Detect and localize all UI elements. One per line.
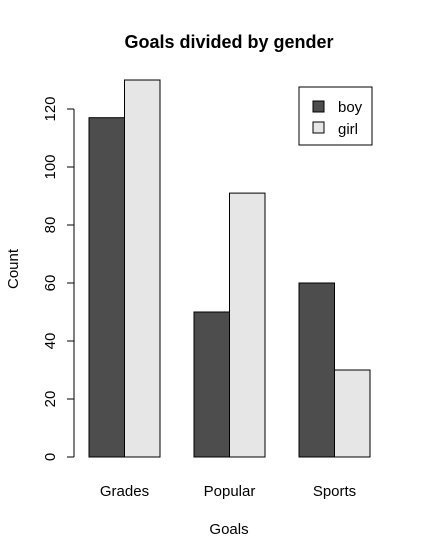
chart-title: Goals divided by gender [124, 32, 333, 52]
bars [88, 79, 371, 458]
y-tick-label: 40 [42, 333, 59, 350]
y-tick-label: 80 [42, 217, 59, 234]
legend-swatch-boy [312, 100, 325, 113]
x-axis-label: Goals [209, 521, 248, 538]
x-tick-label-grades: Grades [100, 483, 149, 500]
y-tick-label: 20 [42, 391, 59, 408]
y-axis-label: Count [5, 248, 22, 289]
x-tick-labels: Grades Popular Sports [100, 483, 356, 500]
y-axis: 0 20 40 60 80 100 120 [42, 96, 75, 461]
legend-swatch-girl [312, 121, 325, 134]
legend-label-girl: girl [338, 121, 358, 138]
x-tick-label-popular: Popular [204, 483, 256, 500]
y-tick-label: 100 [42, 154, 59, 179]
y-tick-label: 0 [42, 453, 59, 461]
bar-sports-boy [298, 282, 335, 458]
y-tick-label: 60 [42, 275, 59, 292]
bar-sports-girl [334, 369, 371, 458]
y-tick-label: 120 [42, 96, 59, 121]
bar-grades-girl [124, 79, 161, 458]
bar-grades-boy [88, 117, 125, 458]
bar-popular-girl [229, 192, 266, 458]
legend: boy girl [298, 86, 373, 146]
bar-popular-boy [193, 311, 230, 458]
legend-label-boy: boy [338, 99, 363, 116]
legend-box [298, 86, 373, 146]
x-tick-label-sports: Sports [313, 483, 356, 500]
